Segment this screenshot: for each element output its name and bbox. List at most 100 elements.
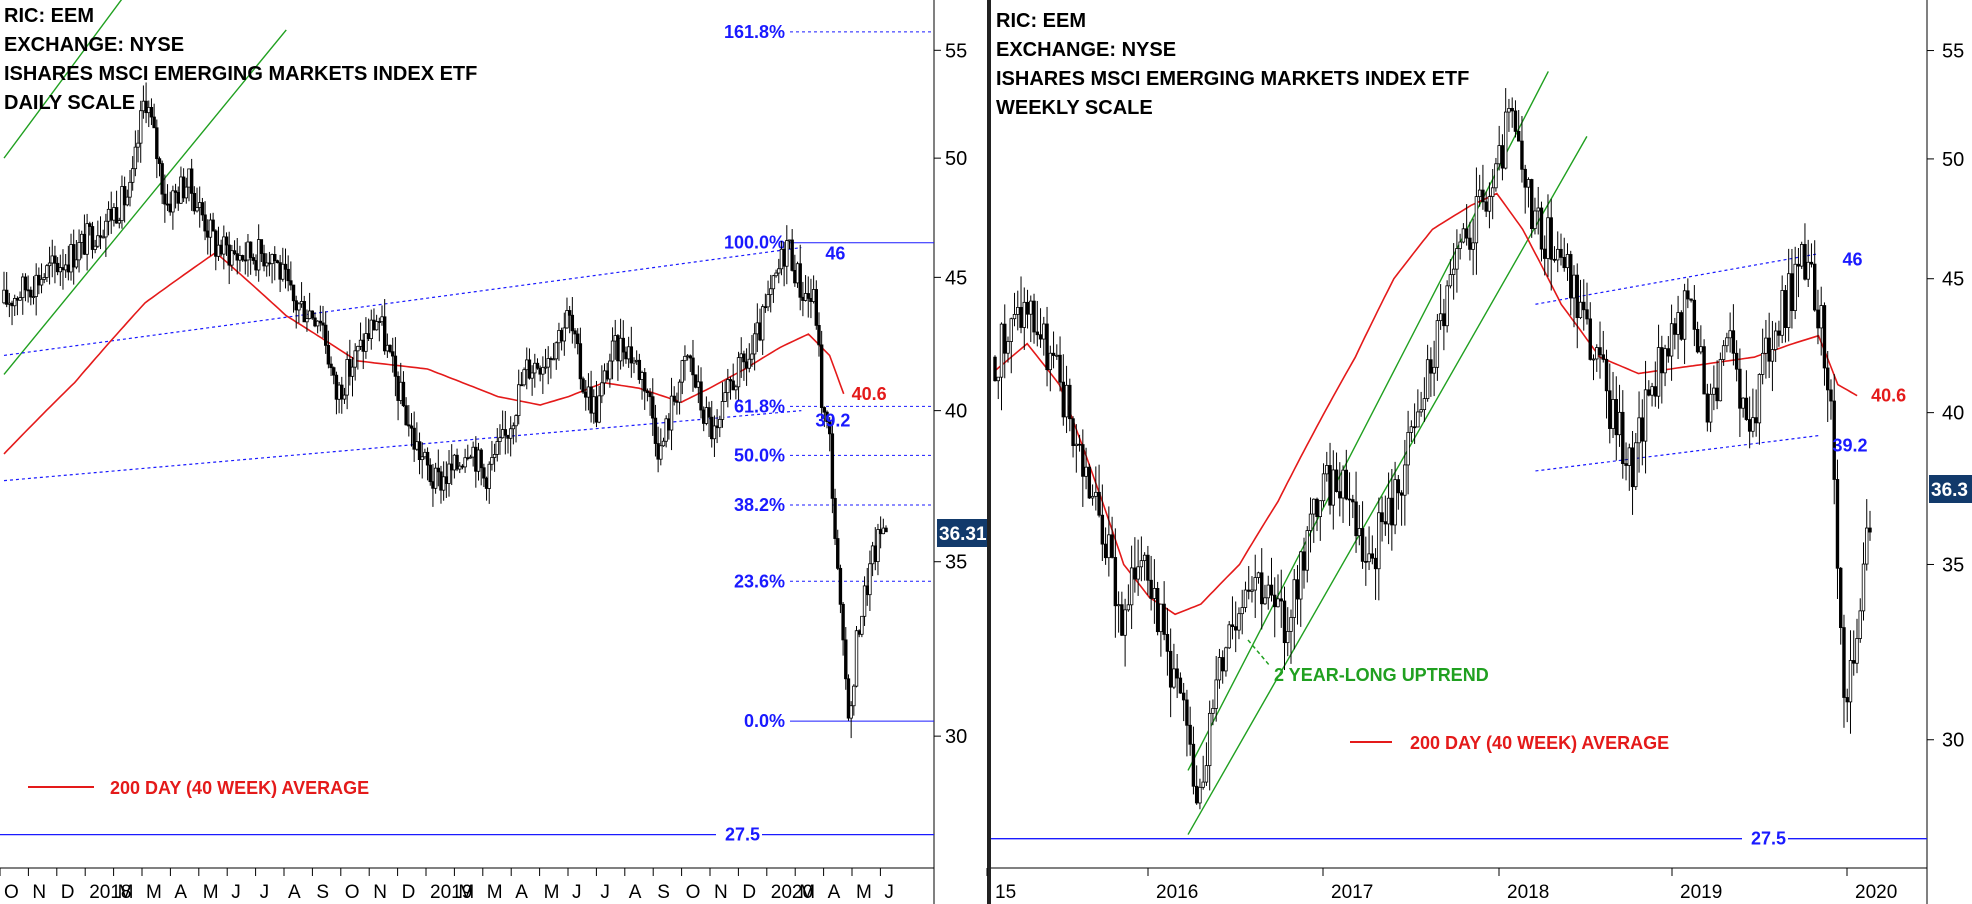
x-tick-label: O [4, 882, 19, 903]
price-bar-body [1399, 492, 1404, 496]
price-bar-body [1019, 307, 1023, 328]
price-bar-body [423, 451, 427, 458]
price-bar-body [718, 419, 722, 429]
channel-bottom-label: 39.2 [1833, 436, 1868, 456]
price-bar-body [1188, 724, 1192, 745]
price-bar-body [1608, 390, 1612, 429]
price-bar-body [659, 445, 663, 460]
price-bar-body [1803, 244, 1807, 280]
price-bar-body [1601, 354, 1605, 360]
price-bar-body [195, 207, 199, 212]
price-bar-body [109, 208, 113, 221]
price-bar-body [621, 337, 625, 353]
price-bar-body [130, 168, 135, 183]
price-bar-body [999, 323, 1004, 378]
price-bar-body [506, 434, 510, 439]
price-bar-body [605, 370, 609, 380]
price-bar-body [1393, 479, 1397, 526]
price-bar-body [1793, 263, 1797, 311]
price-bar-body [1243, 589, 1248, 608]
price-bar-body [1809, 261, 1814, 265]
price-bar-body [1165, 634, 1170, 652]
price-bar-body [868, 563, 872, 596]
price-bar-body [1777, 330, 1781, 336]
price-bar-body [267, 262, 272, 265]
price-bar-body [651, 396, 655, 419]
price-bar-body [128, 181, 132, 198]
price-bar-body [230, 250, 234, 266]
price-bar-body [1539, 207, 1544, 250]
fib-level-label: 161.8% [724, 22, 785, 42]
title-line-exchange: EXCHANGE: NYSE [4, 34, 184, 56]
price-bar-body [149, 107, 154, 118]
x-tick-label: N [714, 882, 728, 903]
price-bar-body [1299, 551, 1303, 600]
price-bar-body [114, 207, 119, 224]
price-bar-body [1305, 530, 1309, 571]
price-bar-body [61, 267, 65, 271]
price-bar-body [996, 376, 1000, 382]
price-bar-body [688, 355, 692, 359]
price-bar-body [570, 314, 575, 332]
price-bar-body [1718, 359, 1723, 402]
x-tick-label: 2019 [1680, 882, 1722, 903]
price-bar-body [771, 275, 776, 290]
price-bar-body [1113, 557, 1118, 607]
price-bar-body [366, 333, 371, 339]
price-bar-body [750, 353, 754, 360]
price-bar-body [1081, 444, 1085, 477]
price-bar-body [530, 372, 534, 379]
price-bar-body [1406, 432, 1410, 466]
price-bar-body [273, 254, 277, 262]
weekly-last-price-badge: 36.3 [1929, 475, 1972, 503]
price-bar-body [1357, 528, 1362, 537]
price-bar-body [710, 416, 714, 440]
price-bar-body [782, 248, 786, 267]
price-bar-body [1396, 479, 1401, 494]
legend-ma-label: 200 DAY (40 WEEK) AVERAGE [110, 778, 369, 798]
price-bar-body [543, 366, 548, 369]
price-bar-body [1741, 397, 1745, 409]
x-tick-label: J [884, 882, 894, 903]
price-bar-body [1227, 624, 1231, 649]
price-bar-body [836, 538, 840, 569]
price-bar-body [1588, 318, 1592, 360]
price-bar-body [1516, 131, 1521, 142]
price-bar-body [184, 186, 188, 199]
price-bar-body [712, 425, 717, 440]
price-bar-body [1598, 347, 1602, 356]
price-bar-body [581, 378, 585, 393]
price-bar-body [618, 337, 623, 362]
price-bar-body [216, 244, 221, 257]
price-bar-body [819, 344, 824, 408]
price-bar-body [752, 333, 757, 355]
y-tick-label: 55 [945, 40, 967, 62]
price-bar-body [125, 196, 130, 206]
price-bar-body [80, 233, 84, 243]
price-bar-body [112, 207, 116, 221]
price-bar-body [814, 289, 818, 326]
price-bar-body [567, 310, 572, 316]
price-bar-body [468, 456, 473, 459]
price-bar-body [1523, 168, 1527, 188]
price-bar-body [1474, 196, 1479, 244]
price-bar-body [793, 270, 797, 284]
price-bar-body [47, 262, 52, 267]
price-bar-body [104, 220, 108, 238]
price-bar-body [1373, 557, 1378, 570]
price-bar-body [760, 306, 765, 341]
price-bar-body [302, 301, 306, 323]
price-bar-body [1738, 368, 1742, 409]
price-bar-body [441, 476, 446, 491]
price-bar-body [1721, 345, 1726, 360]
price-bar-body [393, 355, 398, 377]
price-bar-body [865, 585, 869, 596]
x-tick-label: M [856, 882, 872, 903]
price-bar-body [1201, 781, 1205, 788]
price-bar-body [1097, 491, 1101, 516]
price-bar-body [388, 344, 392, 353]
price-bar-body [517, 384, 521, 417]
y-tick-label: 50 [945, 148, 967, 170]
price-bar-body [358, 339, 363, 347]
price-bar-body [39, 278, 44, 286]
